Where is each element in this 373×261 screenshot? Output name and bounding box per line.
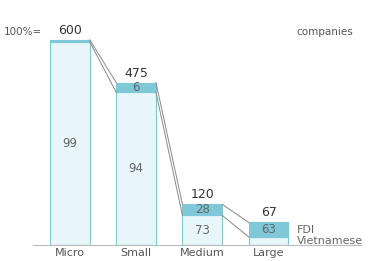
Text: 100%=: 100%= [4,27,42,37]
Bar [50,42,90,245]
Text: 94: 94 [129,162,144,175]
Text: FDI: FDI [297,225,314,235]
Text: 63: 63 [261,223,276,236]
Text: 475: 475 [124,67,148,80]
Text: 67: 67 [261,206,276,220]
Text: 99: 99 [62,137,77,150]
Text: Vietnamese: Vietnamese [297,236,363,246]
Bar [116,92,156,245]
Bar [249,222,288,237]
Bar [249,237,288,245]
Text: 28: 28 [195,203,210,216]
Bar [116,83,156,92]
Text: companies: companies [297,27,353,37]
Text: 120: 120 [191,188,214,201]
Text: 6: 6 [132,81,140,94]
Bar [50,40,90,42]
Text: 600: 600 [58,24,82,37]
Text: 73: 73 [195,224,210,237]
Bar [182,204,222,215]
Bar [182,215,222,245]
